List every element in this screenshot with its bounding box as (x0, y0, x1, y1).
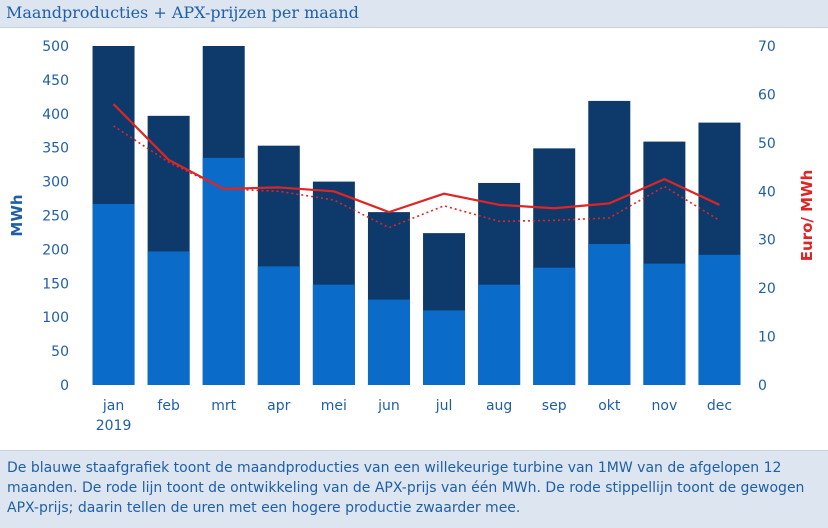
x-tick-label: apr (267, 398, 290, 414)
y2-tick-label: 30 (758, 233, 776, 249)
chart-area: 0 50 100 150 200 250 300 350 400 450 500 0 10 20 30 40 5… (0, 28, 828, 448)
bar-lower-aug (478, 284, 521, 385)
y2-tick-label: 20 (758, 281, 776, 297)
y-tick-label: 250 (42, 209, 69, 225)
y-tick-label: 200 (42, 242, 69, 258)
y2-tick-label: 70 (758, 39, 776, 55)
y2-tick-label: 60 (758, 87, 776, 103)
bar-lower-feb (147, 251, 190, 385)
y-tick-label: 150 (42, 276, 69, 292)
x-tick-label: sep (542, 398, 567, 414)
x-tick-label: nov (652, 398, 678, 414)
x-tick-label: okt (598, 398, 621, 414)
x-tick-label: mei (321, 398, 347, 414)
y-axis-title: MWh (8, 194, 26, 236)
x-tick-label: mrt (211, 398, 236, 414)
x-tick-label: feb (157, 398, 180, 414)
bar-lower-sep (533, 267, 576, 385)
x-tick-label: jul (435, 398, 453, 414)
caption: De blauwe staafgrafiek toont de maandpro… (0, 450, 828, 528)
y-tick-label: 500 (42, 39, 69, 55)
bar-lower-apr (257, 266, 300, 385)
bar-lower-jan (92, 203, 135, 385)
y-tick-label: 50 (51, 344, 69, 360)
y2-tick-label: 10 (758, 330, 776, 346)
x-year-label: 2019 (96, 418, 132, 434)
title-bar: Maandproducties + APX-prijzen per maand (0, 0, 828, 28)
bar-lower-mrt (202, 157, 245, 385)
x-tick-label: jan (102, 398, 124, 414)
x-tick-label: dec (707, 398, 732, 414)
bar-lower-mei (312, 284, 355, 385)
y-tick-label: 0 (60, 378, 69, 394)
chart-title: Maandproducties + APX-prijzen per maand (6, 3, 359, 22)
y-tick-label: 300 (42, 175, 69, 191)
x-tick-label: aug (486, 398, 512, 414)
y2-tick-label: 0 (758, 378, 767, 394)
bar-lower-jul (423, 310, 466, 385)
y-tick-label: 400 (42, 107, 69, 123)
chart-svg: 0 50 100 150 200 250 300 350 400 450 500 0 10 20 30 40 5… (8, 39, 816, 434)
y2-tick-label: 50 (758, 136, 776, 152)
y-tick-label: 350 (42, 141, 69, 157)
apx-weighted-line (113, 125, 720, 229)
bar-lower-okt (588, 243, 631, 385)
x-tick-label: jun (377, 398, 400, 414)
bar-lower-nov (643, 263, 686, 385)
y-tick-label: 100 (42, 310, 69, 326)
y2-axis-title: Euro/ MWh (798, 170, 816, 261)
bar-lower-jun (367, 299, 410, 385)
y2-tick-label: 40 (758, 184, 776, 200)
bar-lower-dec (698, 254, 741, 385)
y-tick-label: 450 (42, 73, 69, 89)
